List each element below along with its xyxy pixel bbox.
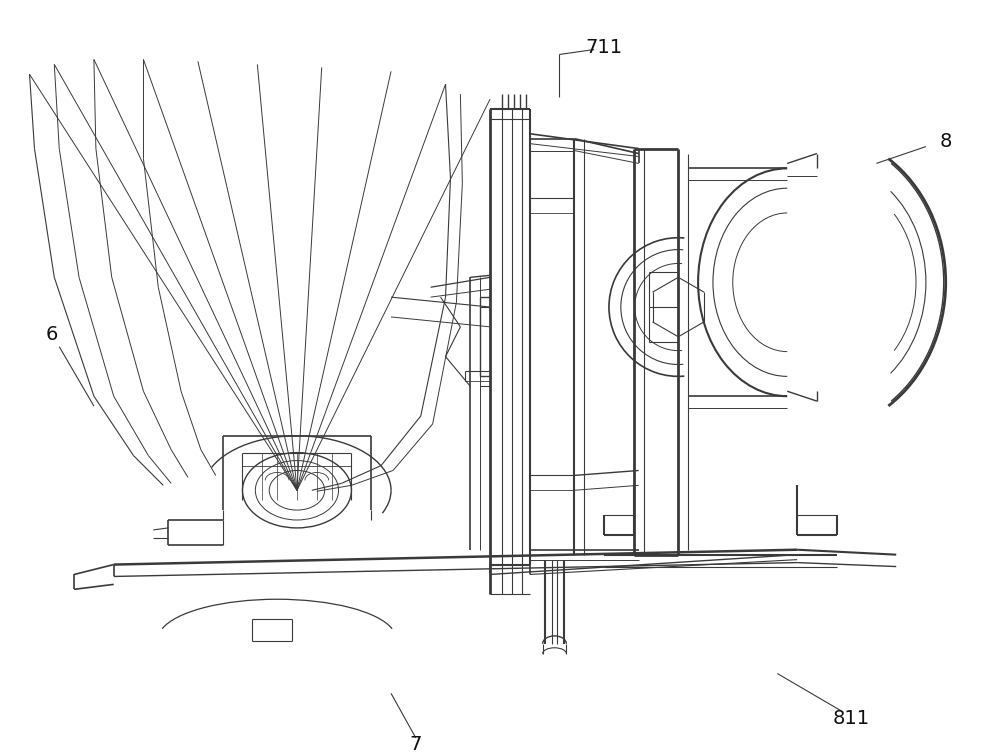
Text: 711: 711	[585, 38, 623, 57]
Text: 6: 6	[46, 325, 58, 344]
Text: 7: 7	[410, 735, 422, 754]
Text: 811: 811	[833, 709, 870, 728]
Text: 8: 8	[940, 132, 952, 151]
